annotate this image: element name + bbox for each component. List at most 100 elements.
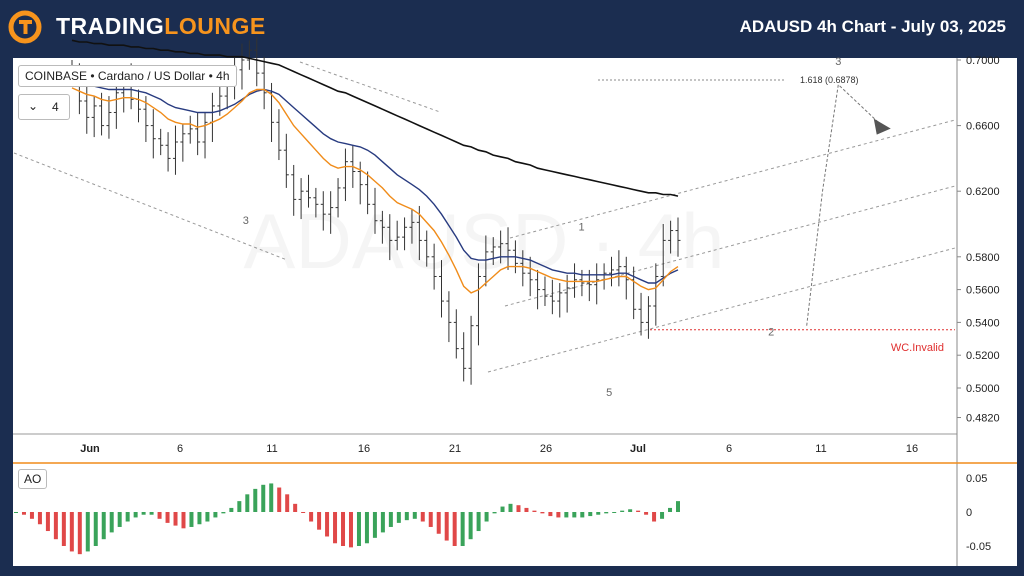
- ao-bar: [364, 512, 369, 544]
- ao-bar: [205, 512, 210, 522]
- ao-bar: [460, 512, 465, 546]
- ao-bar: [181, 512, 186, 529]
- ao-bar: [157, 512, 162, 519]
- ao-bar: [245, 494, 250, 512]
- ao-bar: [452, 512, 457, 546]
- logo-text: TRADINGLOUNGE: [56, 13, 266, 40]
- ao-bar: [317, 512, 322, 530]
- channel-upper: [509, 119, 956, 239]
- ao-bar: [77, 512, 82, 555]
- time-tick-label: 11: [815, 443, 826, 455]
- ao-bar: [468, 512, 473, 540]
- ao-bar: [237, 501, 242, 512]
- ao-bar: [133, 512, 138, 518]
- moving-average-long: [71, 39, 679, 197]
- ao-bar: [285, 494, 290, 512]
- ao-tick-label: 0: [966, 507, 972, 519]
- ao-bar: [548, 512, 553, 517]
- ao-bar: [325, 512, 330, 537]
- ao-bar: [540, 512, 545, 514]
- ao-bar: [524, 507, 529, 512]
- ao-bar: [532, 510, 537, 512]
- ao-bar: [189, 512, 194, 527]
- ao-bar: [444, 512, 449, 541]
- ao-bar: [676, 501, 680, 512]
- ao-bar: [372, 512, 377, 538]
- legend-interval: 4h: [216, 69, 230, 83]
- wave-label-2: 2: [768, 327, 774, 339]
- time-tick-label: 11: [266, 443, 277, 455]
- ao-bar: [229, 507, 234, 512]
- ao-bar: [61, 512, 66, 546]
- ao-indicator-label[interactable]: AO: [18, 469, 48, 489]
- time-tick-label: 26: [540, 443, 552, 455]
- ao-bar: [492, 512, 497, 514]
- projection-path: [806, 83, 883, 326]
- ao-bar: [572, 512, 577, 518]
- ao-bar: [612, 512, 617, 513]
- ema-fast-line: [71, 87, 679, 294]
- ao-bar: [14, 512, 18, 513]
- ao-bar: [436, 512, 441, 534]
- price-tick-label: 0.5400: [966, 317, 1000, 329]
- legend-pair: Cardano / US Dollar: [97, 69, 206, 83]
- ao-bar: [301, 512, 306, 513]
- tradinglounge-logo: TRADINGLOUNGE: [8, 8, 265, 46]
- ao-bar: [380, 512, 385, 533]
- ao-bar: [636, 510, 641, 512]
- ao-tick-label: -0.05: [966, 541, 991, 553]
- ao-bar: [93, 512, 98, 546]
- ema-slow-line: [71, 79, 679, 284]
- price-tick-label: 0.5800: [966, 252, 1000, 264]
- ao-bar: [556, 512, 561, 518]
- ao-bar: [141, 512, 146, 515]
- time-tick-label: 16: [358, 443, 370, 455]
- ao-bar: [644, 512, 649, 515]
- wave-label-3: 3: [243, 215, 249, 227]
- wave-label-5: 5: [606, 387, 612, 399]
- ao-bar: [420, 512, 425, 522]
- ao-bar: [21, 512, 26, 515]
- legend-exchange: COINBASE: [25, 69, 88, 83]
- ao-bar: [117, 512, 122, 527]
- invalidation-label: WC.Invalid: [891, 342, 944, 354]
- ao-bar: [396, 512, 401, 523]
- symbol-legend[interactable]: COINBASE • Cardano / US Dollar • 4h: [18, 65, 237, 87]
- ao-bar: [261, 484, 266, 512]
- trend-line-lower-left: [13, 152, 288, 261]
- time-tick-label: 21: [449, 443, 461, 455]
- ao-bar: [101, 512, 106, 540]
- ao-bar: [428, 512, 433, 527]
- ao-bar: [604, 512, 609, 514]
- chart-area: [13, 58, 1017, 566]
- ao-bar: [293, 503, 298, 512]
- ao-bar: [628, 509, 633, 512]
- ao-bar: [412, 512, 417, 519]
- ao-bar: [652, 512, 657, 522]
- logo-text-part1: TRADING: [56, 13, 165, 39]
- time-tick-label: 6: [726, 443, 732, 455]
- ao-bar: [85, 512, 90, 552]
- ao-bar: [197, 512, 202, 525]
- ao-bar: [596, 512, 601, 515]
- header-title: ADAUSD 4h Chart - July 03, 2025: [739, 17, 1006, 36]
- price-tick-label: 0.7000: [966, 55, 1000, 67]
- ao-bar: [484, 512, 489, 522]
- ao-bar: [165, 512, 170, 523]
- ao-bar: [29, 512, 34, 519]
- logo-text-part2: LOUNGE: [164, 13, 266, 39]
- time-tick-label: Jul: [630, 443, 646, 455]
- ao-bar: [388, 512, 393, 527]
- interval-selector[interactable]: ⌄ 4: [18, 94, 70, 120]
- ao-bar: [269, 483, 274, 512]
- price-tick-label: 0.5200: [966, 350, 1000, 362]
- ao-bar: [476, 512, 481, 532]
- projection-arrowhead: [873, 118, 891, 135]
- ao-bar: [37, 512, 42, 525]
- trend-line-upper: [299, 61, 441, 113]
- price-tick-label: 0.6600: [966, 121, 1000, 133]
- ao-bar: [500, 506, 505, 512]
- ao-bar: [221, 512, 226, 514]
- channel-lower: [487, 247, 956, 373]
